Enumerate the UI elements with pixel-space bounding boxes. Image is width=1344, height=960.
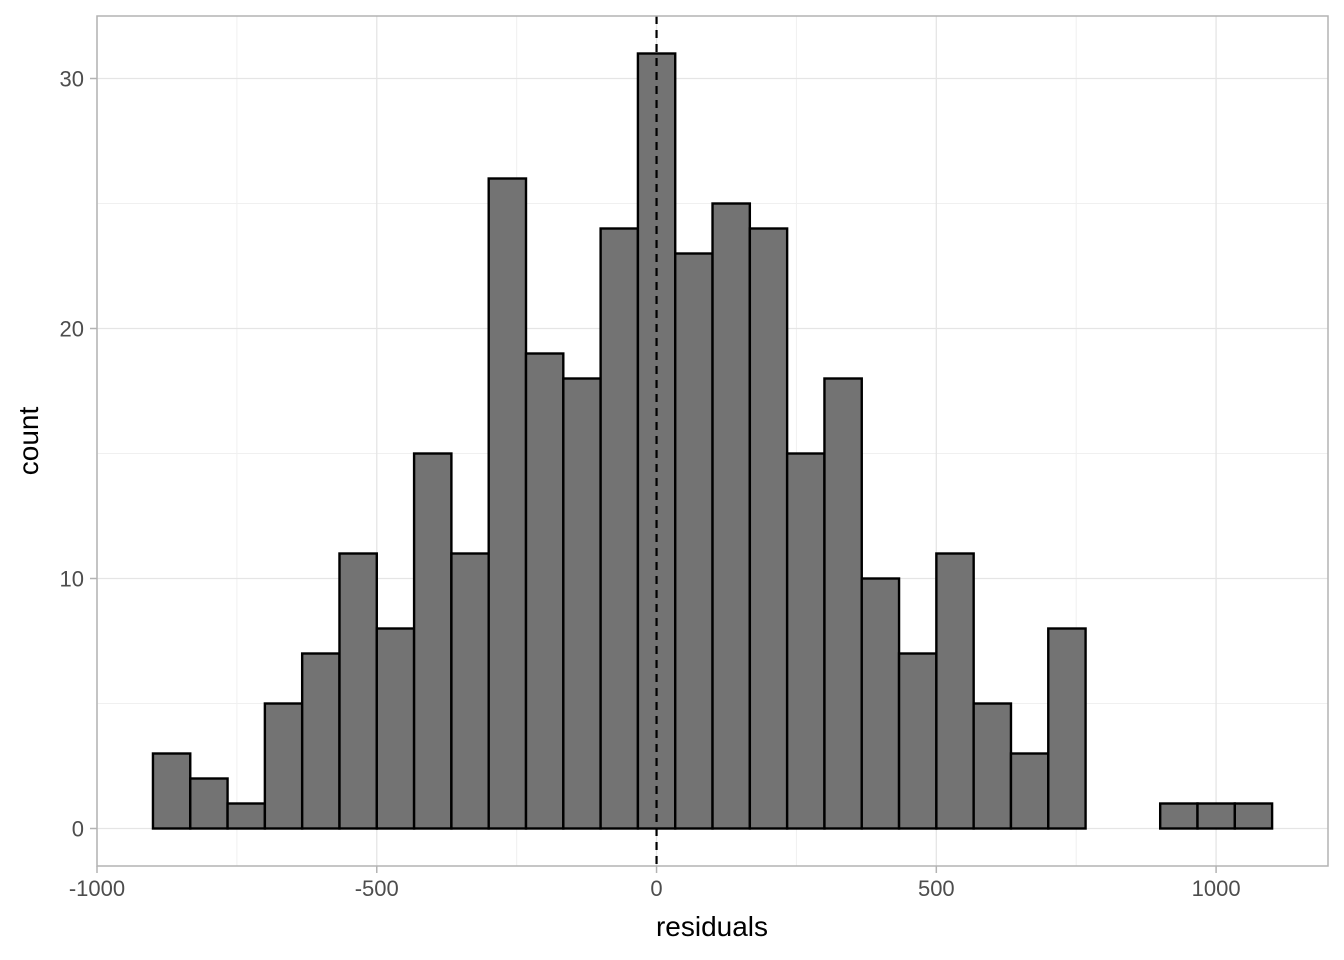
histogram-bar	[151, 752, 192, 830]
histogram-bar	[263, 702, 304, 830]
ticks-layer: -1000 -500 0 500 1000 0 10 20 30	[60, 67, 1241, 902]
bars-layer	[151, 52, 1274, 830]
histogram-bar	[748, 227, 789, 830]
histogram-bar	[711, 202, 752, 830]
histogram-bar	[823, 377, 863, 830]
panel-border	[96, 15, 1329, 867]
histogram-bar	[1047, 627, 1087, 830]
x-tick-label: 0	[650, 876, 662, 901]
histogram-bar	[935, 552, 975, 830]
histogram-bar	[226, 802, 267, 830]
histogram-bar	[487, 177, 528, 830]
x-tick-label: 500	[918, 876, 955, 901]
histogram-bar	[412, 452, 453, 830]
histogram-bar	[1158, 802, 1199, 830]
histogram-bar	[524, 352, 565, 830]
x-tick-label: -1000	[69, 876, 125, 901]
x-tick-label: 1000	[1192, 876, 1241, 901]
y-tick-label: 20	[60, 317, 84, 342]
histogram-bar	[450, 552, 490, 830]
histogram-bar	[189, 777, 229, 830]
histogram-bar	[674, 252, 714, 830]
histogram-bar	[972, 702, 1013, 830]
panel-border-layer	[96, 15, 1329, 867]
y-tick-label: 0	[72, 817, 84, 842]
x-tick-label: -500	[355, 876, 399, 901]
histogram-bar	[562, 377, 602, 830]
histogram-bar	[375, 627, 416, 830]
histogram-bar	[300, 652, 341, 830]
histogram-bar	[1009, 752, 1050, 830]
histogram-bar	[599, 227, 640, 830]
histogram-bar	[785, 452, 826, 830]
y-tick-label: 30	[60, 67, 84, 92]
histogram-bar	[1196, 802, 1236, 830]
histogram-bar	[1233, 802, 1274, 830]
x-axis-title: residuals	[656, 911, 768, 942]
y-tick-label: 10	[60, 567, 84, 592]
histogram-bar	[897, 652, 938, 830]
histogram-bar	[338, 552, 378, 830]
histogram-bar	[860, 577, 901, 830]
y-axis-title: count	[13, 407, 44, 476]
